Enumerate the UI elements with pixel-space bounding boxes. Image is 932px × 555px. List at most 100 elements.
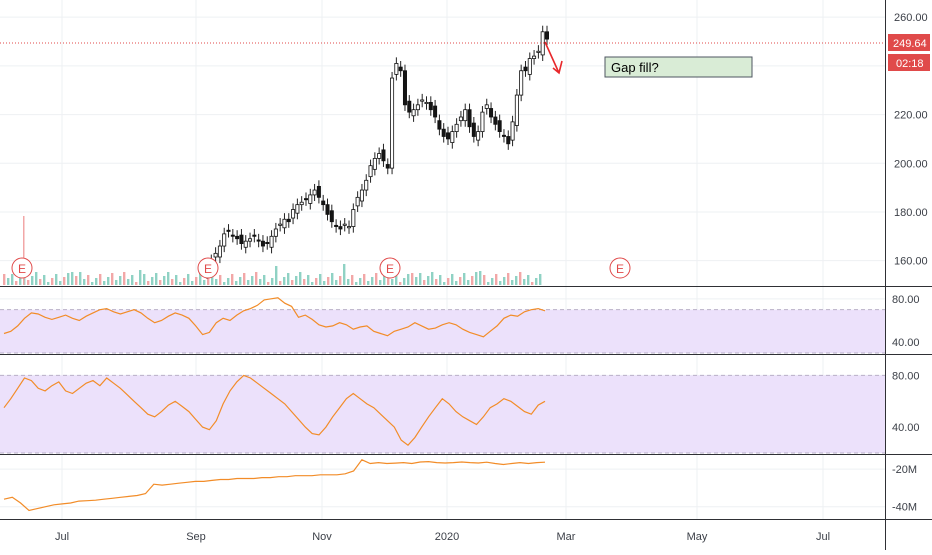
last-price-tag [888,34,930,51]
volume-bar [363,274,366,285]
candle [325,204,330,215]
volume-bar [87,275,90,285]
earnings-marker [609,257,631,279]
candle [523,66,528,72]
candle [312,189,317,196]
rsi-bottom-band [0,375,885,453]
candle [398,66,403,72]
annotation-box [604,56,753,78]
candle [269,235,274,248]
volume-bar [159,280,162,285]
candle [467,109,472,128]
candle [334,224,339,227]
earnings-marker-label: E [616,262,624,276]
candle [424,101,429,105]
volume-bar [339,276,342,285]
candle [213,252,218,258]
volume-bar [359,278,362,285]
volume-bar [335,280,338,285]
candle [471,122,476,137]
countdown-label: 02:18 [896,58,924,70]
volume-bar [287,273,290,285]
volume-bar [75,276,78,285]
volume-bar [3,274,6,285]
candle [476,131,481,141]
volume-bar [147,281,150,285]
volume-bar [7,278,10,285]
volume-bar [163,276,166,285]
countdown-tag [888,54,930,71]
volume-bar [27,280,30,285]
volume-bar [131,275,134,285]
volume-bar [91,282,94,285]
volume-bar [167,272,170,285]
volume-bar [151,277,154,285]
volume-bar [243,273,246,285]
candle [493,116,498,125]
volume-bar [99,274,102,285]
volume-bar [11,274,14,285]
candle [484,104,489,109]
candle [359,189,364,202]
candle [441,128,446,137]
volume-bar [251,276,254,285]
volume-bar [447,278,450,285]
volume-bar [115,280,118,285]
candle [411,109,416,117]
candle [291,209,296,219]
candle [243,240,248,248]
volume-bar [507,273,510,285]
candle [265,241,270,245]
volume-bar [315,278,318,285]
volume-bar [187,274,190,285]
volume-bar [331,273,334,285]
candle [316,185,321,198]
volume-bar [55,274,58,285]
rsi-bottom-tick-label: 80.00 [892,370,920,382]
candle [256,239,261,242]
volume-bar [231,274,234,285]
volume-bar [375,273,378,285]
volume-bar [295,276,298,285]
drawings[interactable]: Gap fill? [0,41,885,78]
volume-bar [235,281,238,285]
candle [394,63,399,75]
volume-bar [471,276,474,285]
volume-bar [215,279,218,285]
volume-bar [459,277,462,285]
volume-bar [63,277,66,285]
candle [489,108,494,118]
volume-bar [123,272,126,285]
candle [458,116,463,122]
candle [252,234,257,237]
time-tick-label: May [687,531,708,543]
candle [282,218,287,229]
volume-bar [523,279,526,285]
volume-bar [395,275,398,285]
earnings-marker-label: E [18,262,26,276]
volume-bar [535,278,538,285]
volume-bar [19,277,22,285]
volume-bar [483,275,486,285]
time-tick-label: 2020 [435,531,459,543]
candle [235,235,240,240]
price-tick-label: 160.00 [894,256,928,268]
price-tags[interactable]: 249.64 02:18 [888,34,930,71]
candle [527,58,532,75]
rsi-top-line [3,297,546,338]
volume-bar [519,272,522,285]
volume-bar [435,279,438,285]
candle [222,233,227,247]
candle [364,179,369,191]
candle [501,134,506,137]
candle [454,123,459,133]
indicator-bands [0,309,885,454]
volume-bar [275,266,278,285]
candle [347,226,352,229]
volume-bar [183,278,186,285]
candle [217,245,222,258]
candle [321,200,326,206]
